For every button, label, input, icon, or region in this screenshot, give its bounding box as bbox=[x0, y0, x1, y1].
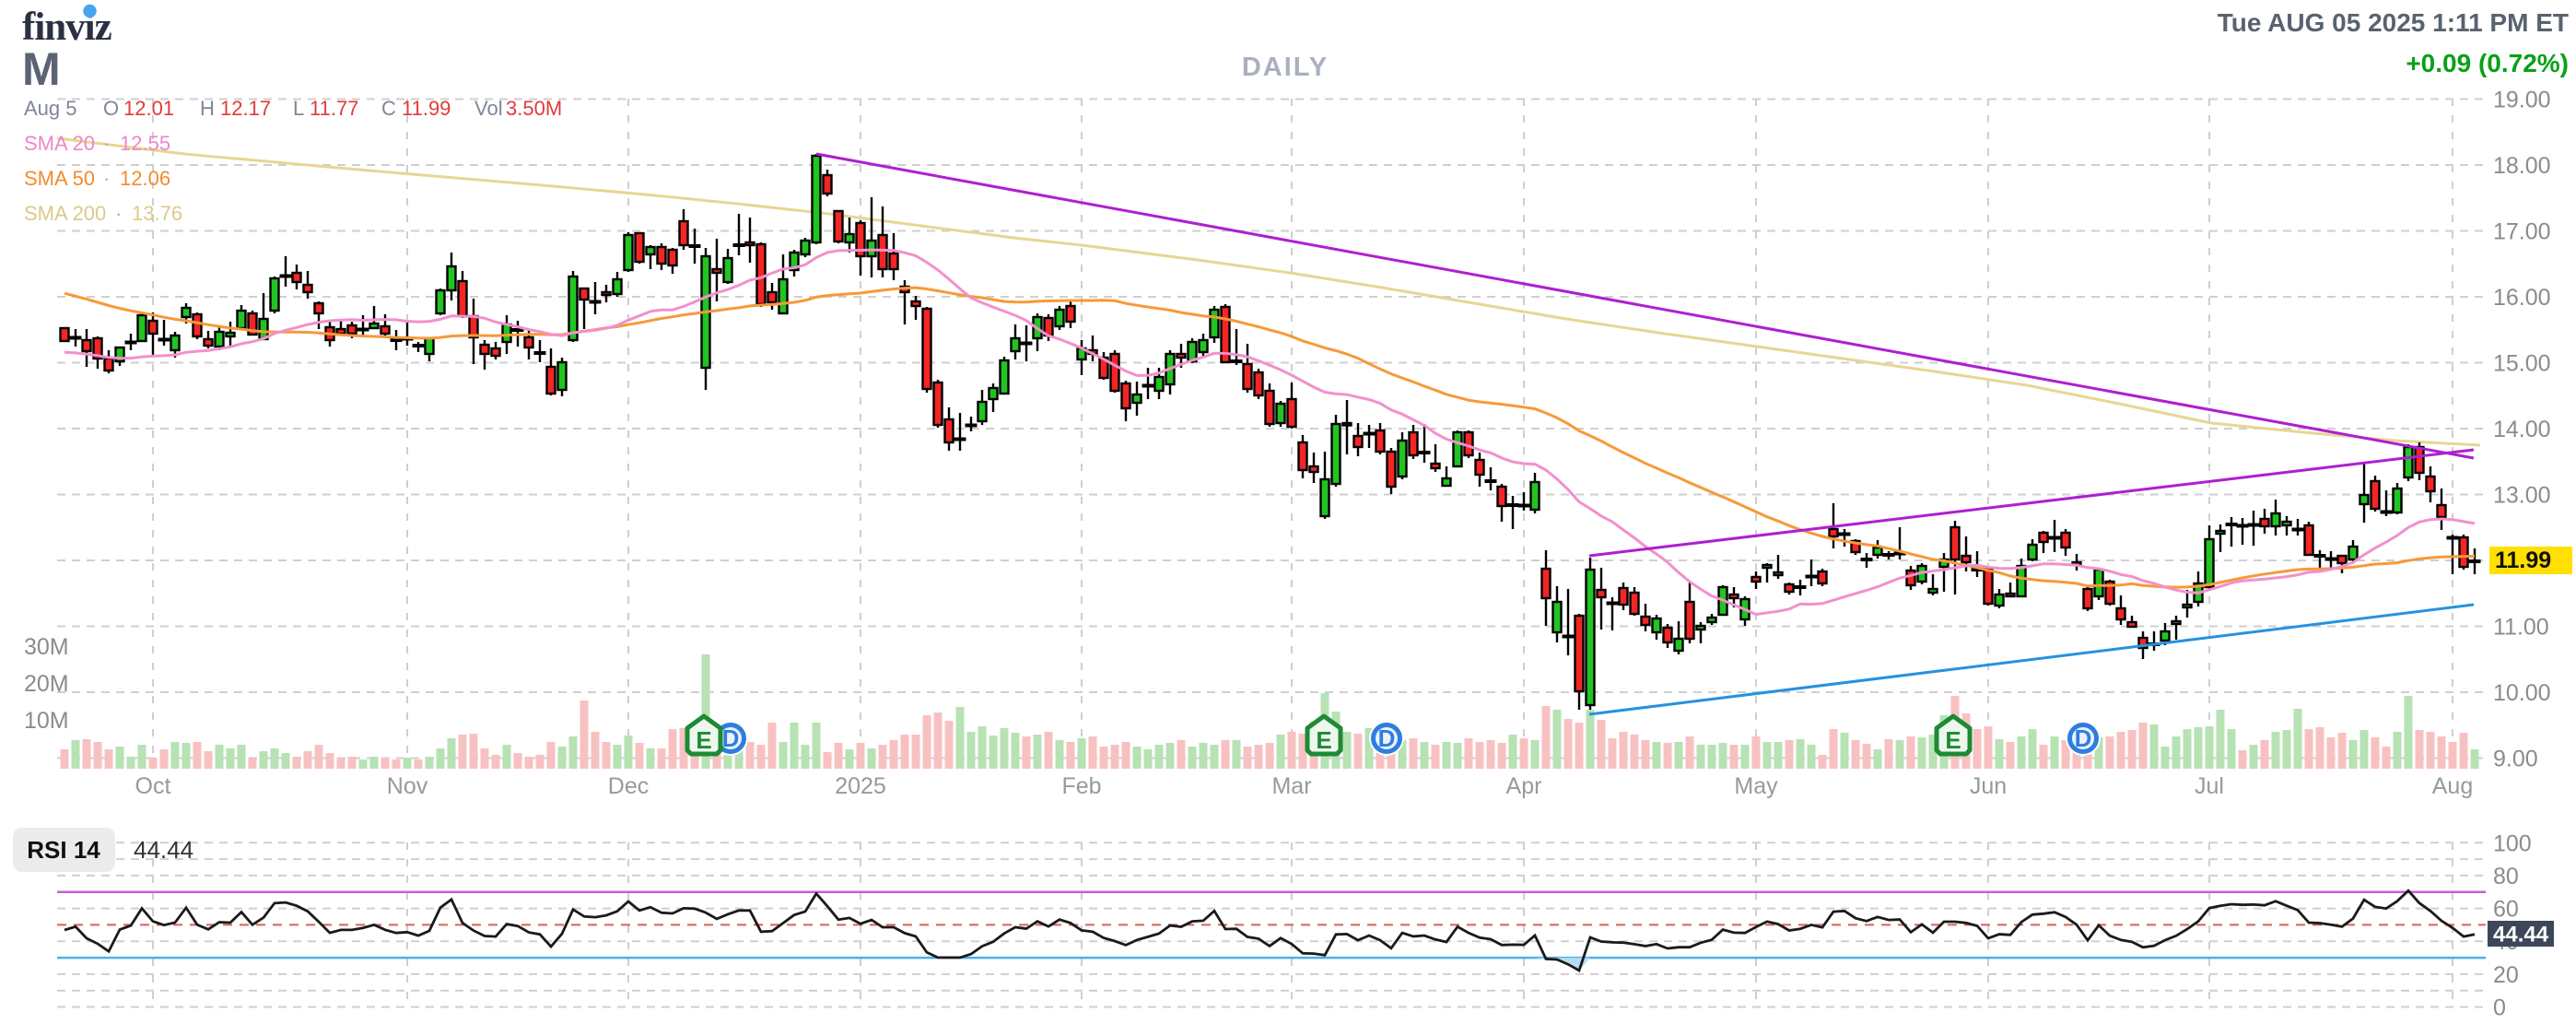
svg-text:D: D bbox=[722, 724, 740, 752]
svg-text:L: L bbox=[293, 97, 304, 120]
svg-text:12.06: 12.06 bbox=[120, 167, 170, 190]
svg-text:44.44: 44.44 bbox=[2493, 922, 2549, 947]
svg-text:+0.09 (0.72%): +0.09 (0.72%) bbox=[2406, 49, 2569, 77]
svg-text:100: 100 bbox=[2493, 830, 2532, 856]
svg-text:Aug: Aug bbox=[2432, 773, 2473, 799]
svg-text:Mar: Mar bbox=[1271, 773, 1311, 799]
svg-text:Apr: Apr bbox=[1506, 773, 1542, 799]
svg-text:Feb: Feb bbox=[1061, 773, 1101, 799]
svg-text:M: M bbox=[22, 43, 61, 95]
svg-text:Jul: Jul bbox=[2195, 773, 2224, 799]
svg-text:C: C bbox=[381, 97, 396, 120]
svg-text:O: O bbox=[103, 97, 119, 120]
svg-text:Vol: Vol bbox=[474, 97, 503, 120]
svg-text:20: 20 bbox=[2493, 962, 2519, 988]
svg-text:DAILY: DAILY bbox=[1242, 53, 1329, 82]
svg-text:11.77: 11.77 bbox=[310, 97, 358, 120]
svg-text:RSI 14: RSI 14 bbox=[27, 836, 100, 864]
svg-text:13.76: 13.76 bbox=[132, 202, 182, 225]
svg-text:12.01: 12.01 bbox=[123, 97, 174, 120]
svg-text:·: · bbox=[103, 132, 110, 155]
svg-text:D: D bbox=[2075, 724, 2092, 752]
svg-text:2025: 2025 bbox=[835, 773, 886, 799]
svg-text:Nov: Nov bbox=[387, 773, 428, 799]
svg-text:May: May bbox=[1734, 773, 1778, 799]
svg-text:SMA 20: SMA 20 bbox=[24, 132, 95, 155]
svg-text:14.00: 14.00 bbox=[2493, 417, 2551, 442]
svg-text:13.00: 13.00 bbox=[2493, 483, 2551, 509]
svg-text:9.00: 9.00 bbox=[2493, 747, 2538, 772]
svg-text:17.00: 17.00 bbox=[2493, 219, 2551, 245]
svg-text:19.00: 19.00 bbox=[2493, 88, 2551, 113]
svg-text:11.99: 11.99 bbox=[402, 97, 451, 120]
svg-text:60: 60 bbox=[2493, 897, 2519, 923]
svg-text:E: E bbox=[1945, 726, 1961, 754]
svg-text:0: 0 bbox=[2493, 995, 2506, 1021]
svg-text:finviz: finviz bbox=[22, 6, 112, 49]
svg-text:15.00: 15.00 bbox=[2493, 351, 2551, 377]
svg-text:11.99: 11.99 bbox=[2495, 547, 2551, 573]
svg-text:30M: 30M bbox=[24, 634, 69, 660]
svg-text:D: D bbox=[1378, 724, 1396, 752]
svg-text:H: H bbox=[200, 97, 215, 120]
svg-text:10.00: 10.00 bbox=[2493, 680, 2551, 706]
svg-text:3.50M: 3.50M bbox=[506, 97, 562, 120]
svg-text:·: · bbox=[103, 167, 110, 190]
svg-text:18.00: 18.00 bbox=[2493, 153, 2551, 179]
svg-text:20M: 20M bbox=[24, 671, 69, 697]
svg-text:·: · bbox=[115, 202, 122, 225]
svg-text:SMA 200: SMA 200 bbox=[24, 202, 106, 225]
svg-text:SMA 50: SMA 50 bbox=[24, 167, 95, 190]
svg-text:12.55: 12.55 bbox=[120, 132, 170, 155]
svg-text:Aug 5: Aug 5 bbox=[24, 97, 77, 120]
svg-text:11.00: 11.00 bbox=[2493, 615, 2549, 641]
svg-text:Tue AUG 05 2025 1:11 PM ET: Tue AUG 05 2025 1:11 PM ET bbox=[2218, 8, 2569, 37]
svg-text:Oct: Oct bbox=[135, 773, 171, 799]
svg-text:E: E bbox=[696, 726, 711, 754]
svg-text:16.00: 16.00 bbox=[2493, 285, 2551, 311]
svg-text:12.17: 12.17 bbox=[220, 97, 271, 120]
svg-text:Jun: Jun bbox=[1970, 773, 2007, 799]
svg-text:Dec: Dec bbox=[608, 773, 649, 799]
svg-text:E: E bbox=[1316, 726, 1331, 754]
svg-text:10M: 10M bbox=[24, 708, 69, 734]
svg-text:80: 80 bbox=[2493, 864, 2519, 889]
svg-text:44.44: 44.44 bbox=[134, 836, 193, 864]
